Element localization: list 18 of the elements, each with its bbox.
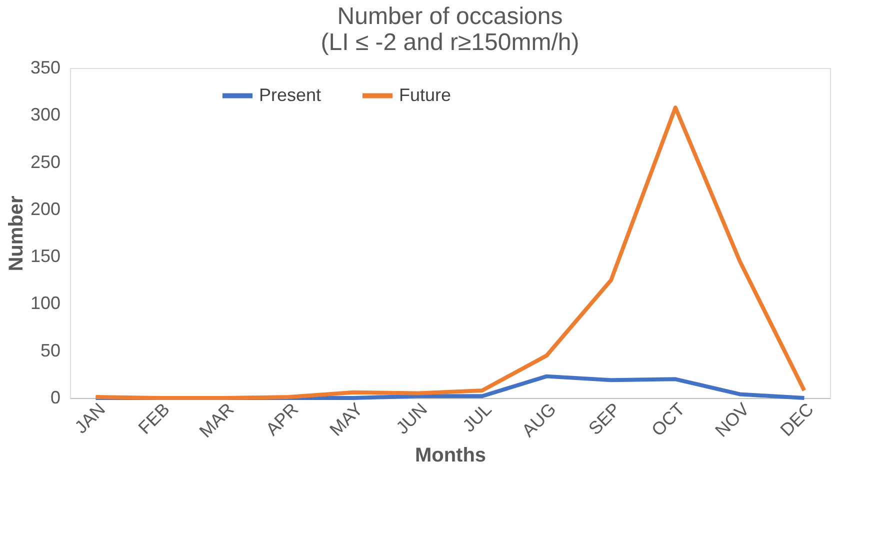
x-tick-label: JAN xyxy=(70,399,109,438)
y-tick-label: 100 xyxy=(30,293,60,314)
y-axis-title: Number xyxy=(5,196,28,272)
y-tick-label: 150 xyxy=(30,246,60,266)
legend-label: Present xyxy=(259,84,322,105)
chart-title: Number of occasions (LI ≤ -2 and r≥150mm/h) xyxy=(320,3,580,56)
y-tick-label: 350 xyxy=(30,58,60,78)
x-tick-label: JUL xyxy=(458,399,496,436)
line-series xyxy=(94,106,806,400)
legend-label: Future xyxy=(399,84,452,105)
y-tick-label: 50 xyxy=(40,340,60,360)
y-tick-label: 250 xyxy=(30,152,60,172)
x-tick-label: SEP xyxy=(584,399,624,439)
y-tick-label: 200 xyxy=(30,198,60,219)
x-tick-label: FEB xyxy=(134,399,174,438)
y-tick-label: 0 xyxy=(50,388,60,408)
x-axis-title: Months xyxy=(414,444,486,467)
y-tick-label: 300 xyxy=(30,104,60,125)
